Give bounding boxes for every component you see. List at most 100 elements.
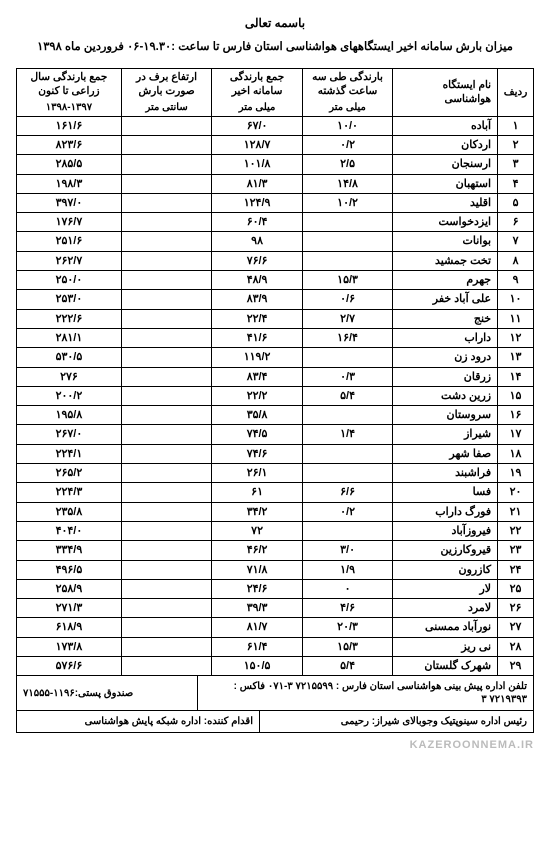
table-row: ۱۳درود زن۱۱۹/۲۵۳۰/۵ — [17, 348, 534, 367]
bismillah: باسمه تعالی — [16, 16, 534, 30]
cell-sys: ۴۸/۹ — [212, 271, 302, 290]
table-row: ۱۰علی آباد خفر۰/۶۸۳/۹۲۵۳/۰ — [17, 290, 534, 309]
cell-name: ایزدخواست — [393, 213, 498, 232]
cell-sys: ۱۲۸/۷ — [212, 135, 302, 154]
cell-r3 — [302, 348, 392, 367]
table-row: ۱آباده۱۰/۰۶۷/۰۱۶۱/۶ — [17, 116, 534, 135]
cell-r3: ۰/۲ — [302, 502, 392, 521]
cell-name: تخت جمشید — [393, 251, 498, 270]
cell-sys: ۱۰۱/۸ — [212, 155, 302, 174]
cell-yr: ۲۳۵/۸ — [17, 502, 122, 521]
cell-snow — [121, 116, 211, 135]
cell-idx: ۹ — [498, 271, 534, 290]
cell-name: شیراز — [393, 425, 498, 444]
table-row: ۷بوانات۹۸۲۵۱/۶ — [17, 232, 534, 251]
cell-name: زرقان — [393, 367, 498, 386]
cell-sys: ۸۳/۹ — [212, 290, 302, 309]
cell-idx: ۱۲ — [498, 328, 534, 347]
cell-sys: ۳۴/۲ — [212, 502, 302, 521]
cell-sys: ۲۲/۲ — [212, 386, 302, 405]
cell-snow — [121, 386, 211, 405]
cell-yr: ۱۶۱/۶ — [17, 116, 122, 135]
cell-name: لامرد — [393, 599, 498, 618]
cell-idx: ۱۴ — [498, 367, 534, 386]
table-row: ۳ارسنجان۲/۵۱۰۱/۸۲۸۵/۵ — [17, 155, 534, 174]
cell-yr: ۱۷۶/۷ — [17, 213, 122, 232]
table-row: ۱۲داراب۱۶/۴۴۱/۶۲۸۱/۱ — [17, 328, 534, 347]
cell-sys: ۲۲/۴ — [212, 309, 302, 328]
watermark: KAZEROONNEMA.IR — [16, 739, 534, 751]
cell-r3: ۰/۲ — [302, 135, 392, 154]
cell-r3 — [302, 464, 392, 483]
cell-name: فراشبند — [393, 464, 498, 483]
cell-name: شهرک گلستان — [393, 656, 498, 675]
cell-r3: ۱۰/۲ — [302, 193, 392, 212]
cell-snow — [121, 367, 211, 386]
cell-snow — [121, 502, 211, 521]
cell-name: آباده — [393, 116, 498, 135]
cell-sys: ۴۱/۶ — [212, 328, 302, 347]
cell-snow — [121, 560, 211, 579]
cell-r3: ۰ — [302, 579, 392, 598]
cell-snow — [121, 599, 211, 618]
cell-snow — [121, 637, 211, 656]
cell-r3 — [302, 232, 392, 251]
table-row: ۲۱فورگ داراب۰/۲۳۴/۲۲۳۵/۸ — [17, 502, 534, 521]
cell-snow — [121, 464, 211, 483]
table-row: ۴استهبان۱۴/۸۸۱/۳۱۹۸/۳ — [17, 174, 534, 193]
cell-sys: ۸۳/۴ — [212, 367, 302, 386]
cell-name: استهبان — [393, 174, 498, 193]
cell-yr: ۲۷۱/۳ — [17, 599, 122, 618]
cell-snow — [121, 232, 211, 251]
cell-yr: ۳۹۷/۰ — [17, 193, 122, 212]
cell-yr: ۵۷۶/۶ — [17, 656, 122, 675]
cell-name: قیروکارزین — [393, 541, 498, 560]
cell-sys: ۸۱/۳ — [212, 174, 302, 193]
cell-idx: ۱ — [498, 116, 534, 135]
cell-r3 — [302, 251, 392, 270]
cell-r3: ۱۴/۸ — [302, 174, 392, 193]
cell-snow — [121, 425, 211, 444]
th-rain3h: بارندگی طی سه ساعت گذشته میلی متر — [302, 69, 392, 116]
cell-idx: ۱۸ — [498, 444, 534, 463]
cell-name: لار — [393, 579, 498, 598]
cell-idx: ۲ — [498, 135, 534, 154]
cell-yr: ۱۹۵/۸ — [17, 406, 122, 425]
cell-name: سروستان — [393, 406, 498, 425]
cell-yr: ۲۲۴/۱ — [17, 444, 122, 463]
cell-name: فسا — [393, 483, 498, 502]
cell-sys: ۷۱/۸ — [212, 560, 302, 579]
table-row: ۲۷نورآباد ممسنی۲۰/۳۸۱/۷۶۱۸/۹ — [17, 618, 534, 637]
table-row: ۲۶لامرد۴/۶۳۹/۳۲۷۱/۳ — [17, 599, 534, 618]
cell-name: ارسنجان — [393, 155, 498, 174]
th-snow: ارتفاع برف در صورت بارش سانتی متر — [121, 69, 211, 116]
table-row: ۱۵زرین دشت۵/۴۲۲/۲۲۰۰/۲ — [17, 386, 534, 405]
cell-yr: ۶۱۸/۹ — [17, 618, 122, 637]
cell-yr: ۴۹۶/۵ — [17, 560, 122, 579]
cell-name: درود زن — [393, 348, 498, 367]
cell-idx: ۲۵ — [498, 579, 534, 598]
table-row: ۲۸نی ریز۱۵/۳۶۱/۴۱۷۳/۸ — [17, 637, 534, 656]
cell-name: صفا شهر — [393, 444, 498, 463]
cell-yr: ۵۳۰/۵ — [17, 348, 122, 367]
cell-idx: ۱۰ — [498, 290, 534, 309]
cell-r3 — [302, 521, 392, 540]
cell-sys: ۶۱/۴ — [212, 637, 302, 656]
cell-idx: ۱۳ — [498, 348, 534, 367]
cell-r3: ۴/۶ — [302, 599, 392, 618]
cell-r3: ۳/۰ — [302, 541, 392, 560]
cell-yr: ۲۸۱/۱ — [17, 328, 122, 347]
cell-sys: ۶۰/۴ — [212, 213, 302, 232]
cell-snow — [121, 618, 211, 637]
table-row: ۲۵لار۰۲۴/۶۲۵۸/۹ — [17, 579, 534, 598]
cell-r3: ۲/۵ — [302, 155, 392, 174]
cell-idx: ۲۱ — [498, 502, 534, 521]
cell-r3: ۲۰/۳ — [302, 618, 392, 637]
cell-idx: ۱۵ — [498, 386, 534, 405]
cell-sys: ۱۲۴/۹ — [212, 193, 302, 212]
table-row: ۱۶سروستان۳۵/۸۱۹۵/۸ — [17, 406, 534, 425]
cell-yr: ۲۵۸/۹ — [17, 579, 122, 598]
cell-sys: ۸۱/۷ — [212, 618, 302, 637]
cell-idx: ۱۹ — [498, 464, 534, 483]
cell-sys: ۶۱ — [212, 483, 302, 502]
